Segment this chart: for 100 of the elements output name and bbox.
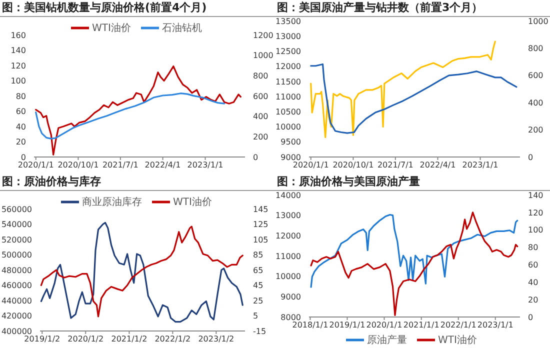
line-series: [310, 63, 518, 134]
y-tick-label: 12500: [276, 47, 301, 56]
y2-tick-label: 0: [253, 152, 258, 162]
y-tick-label: 500000: [1, 250, 32, 260]
y2-tick-label: 145: [253, 204, 268, 214]
y2-tick-label: 65: [253, 266, 264, 275]
y-tick-label: 12000: [276, 62, 301, 72]
y2-tick-label: 200: [528, 126, 544, 135]
legend-label: 原油产量: [367, 334, 408, 347]
x-tick-label: 2020/1/1: [366, 320, 402, 330]
y-tick-label: 9000: [280, 292, 301, 302]
y-tick-label: 60: [16, 107, 26, 116]
x-tick-label: 2020/10/1: [332, 160, 374, 170]
y2-tick-label: 5: [253, 312, 258, 321]
line-series: [35, 92, 226, 140]
y2-tick-label: 20: [528, 295, 538, 304]
y2-tick-label: 600: [528, 71, 544, 80]
y2-tick-label: 80: [528, 243, 538, 252]
y2-tick-label: 105: [253, 235, 268, 244]
y-tick-label: 40: [16, 122, 26, 132]
y2-tick-label: 1200: [253, 30, 274, 40]
y2-tick-label: 125: [253, 220, 268, 230]
y-tick-label: 100: [10, 76, 26, 86]
y-tick-label: 11000: [276, 252, 301, 261]
y2-tick-label: 600: [253, 92, 268, 101]
y2-tick-label: 1000: [253, 51, 274, 60]
y-tick-label: 0: [20, 152, 26, 162]
y-tick-label: 9000: [280, 152, 301, 162]
x-tick-label: 2021/1/2: [111, 334, 148, 344]
legend-label: WTI油价: [92, 22, 131, 35]
x-tick-label: 2018/1/1: [292, 320, 328, 330]
y-tick-label: 400000: [1, 326, 32, 336]
x-tick-label: 2023/1/1: [477, 320, 514, 330]
y2-tick-label: 60: [528, 260, 538, 270]
x-tick-label: 2023/1/1: [462, 160, 498, 170]
y-tick-label: 9500: [280, 138, 301, 147]
y-tick-label: 12000: [276, 232, 301, 241]
y-tick-label: 10000: [276, 272, 301, 282]
y2-tick-label: 400: [253, 112, 268, 122]
y2-tick-label: 40: [528, 278, 538, 287]
y2-tick-label: 0: [528, 152, 534, 162]
legend-label: 商业原油库存: [82, 196, 142, 209]
legend-label: WTI油价: [438, 334, 477, 347]
y2-tick-label: -15: [253, 326, 266, 336]
y-tick-label: 440000: [1, 296, 32, 306]
y-tick-label: 13500: [276, 16, 301, 26]
y2-tick-label: 45: [253, 281, 264, 290]
y2-tick-label: 25: [253, 296, 264, 306]
line-series: [310, 40, 496, 138]
y-tick-label: 160: [10, 30, 26, 40]
y-tick-label: 560000: [1, 204, 32, 214]
y-tick-label: 480000: [1, 266, 32, 275]
y2-tick-label: 120: [528, 208, 544, 218]
x-tick-label: 2020/1/1: [18, 160, 54, 170]
x-tick-label: 2022/4/1: [420, 160, 456, 170]
y2-tick-label: 100: [528, 226, 544, 235]
y-tick-label: 140: [10, 46, 26, 56]
x-tick-label: 2022/4/1: [144, 160, 181, 170]
y-tick-label: 13000: [276, 211, 301, 220]
y2-tick-label: 140: [528, 190, 544, 200]
x-tick-label: 2023/1/1: [187, 160, 224, 170]
y-tick-label: 80: [16, 92, 26, 101]
y-tick-label: 11000: [276, 92, 301, 102]
x-tick-label: 2023/1/2: [198, 334, 234, 344]
chart-title: 图：原油价格与库存: [0, 174, 275, 191]
x-tick-label: 2021/1/1: [403, 320, 440, 330]
y2-tick-label: 800: [528, 44, 544, 54]
y2-tick-label: 800: [253, 72, 268, 81]
y-tick-label: 8000: [280, 312, 301, 322]
y-tick-label: 420000: [1, 312, 32, 321]
y-tick-label: 13000: [276, 32, 301, 41]
y2-tick-label: 0: [528, 312, 534, 322]
legend-label: 石油钻机: [162, 22, 202, 35]
x-tick-label: 2021/7/1: [377, 160, 414, 170]
y-tick-label: 11500: [276, 77, 301, 86]
x-tick-label: 2022/1/2: [154, 334, 191, 344]
chart-title: 图：美国钻机数量与原油价格(前置4个月): [0, 0, 275, 17]
line-series: [35, 65, 242, 156]
x-tick-label: 2020/1/1: [292, 160, 329, 170]
y2-tick-label: 85: [253, 250, 264, 260]
y2-tick-label: 400: [528, 98, 544, 108]
y-tick-label: 120: [10, 61, 26, 70]
x-tick-label: 2022/1/1: [440, 320, 476, 330]
y2-tick-label: 1000: [528, 16, 548, 26]
line-series: [310, 214, 518, 288]
y-tick-label: 20: [16, 138, 26, 147]
y-tick-label: 10000: [276, 122, 301, 132]
y-tick-label: 540000: [1, 220, 32, 230]
y-tick-label: 520000: [1, 235, 32, 244]
legend-label: WTI油价: [173, 196, 212, 209]
y-tick-label: 460000: [1, 281, 32, 290]
x-tick-label: 2020/1/2: [68, 334, 104, 344]
x-tick-label: 2020/10/1: [58, 160, 99, 170]
y2-tick-label: 200: [253, 132, 268, 142]
line-series: [310, 212, 518, 316]
y-tick-label: 10500: [276, 108, 301, 117]
x-tick-label: 2019/1/1: [329, 320, 366, 330]
y-tick-label: 14000: [276, 190, 301, 200]
x-tick-label: 2019/1/2: [24, 334, 60, 344]
chart-title: 图：原油价格与美国原油产量: [275, 174, 550, 191]
